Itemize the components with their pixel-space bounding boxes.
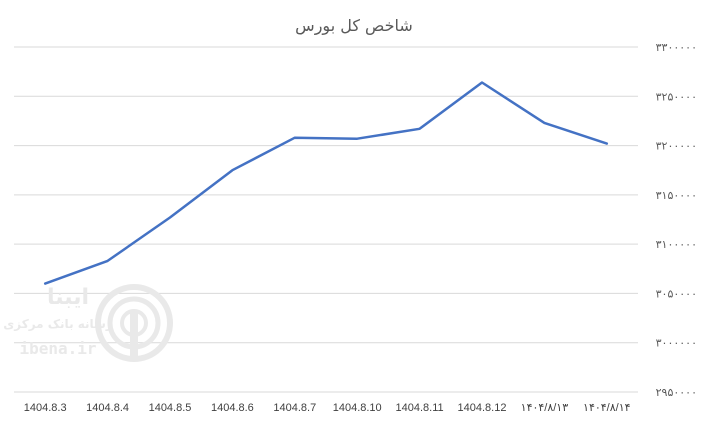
watermark-url-text: ibena.ir xyxy=(19,339,96,358)
y-tick-label: ۳۰۵۰۰۰۰ xyxy=(656,287,697,300)
y-axis-tick-labels: ۳۳۰۰۰۰۰ ۳۲۵۰۰۰۰ ۳۲۰۰۰۰۰ ۳۱۵۰۰۰۰ ۳۱۰۰۰۰۰ ۳۰۵۰۰… xyxy=(656,41,697,399)
data-point xyxy=(106,259,110,263)
x-tick-label: 1404.8.4 xyxy=(86,402,129,414)
y-tick-label: ۲۹۵۰۰۰۰ xyxy=(656,386,697,399)
data-point xyxy=(293,136,297,140)
x-tick-label: ۱۴۰۴/۸/۱۳ xyxy=(521,402,569,414)
watermark-brand-text: ایبنا xyxy=(47,285,89,310)
data-point xyxy=(605,142,609,146)
data-point xyxy=(480,80,484,84)
y-tick-label: ۳۱۰۰۰۰۰ xyxy=(656,238,697,251)
x-tick-label: 1404.8.10 xyxy=(333,402,382,414)
ibena-watermark: ایبنا رسانه بانک مرکزی ibena.ir xyxy=(3,284,173,362)
x-tick-label: 1404.8.7 xyxy=(273,402,316,414)
data-point xyxy=(418,127,422,131)
y-tick-label: ۳۰۰۰۰۰۰ xyxy=(656,337,697,350)
chart-title: شاخص کل بورس xyxy=(295,16,413,36)
x-tick-label: 1404.8.11 xyxy=(396,402,444,414)
x-tick-label: 1404.8.3 xyxy=(24,402,67,414)
x-tick-label: 1404.8.5 xyxy=(149,402,192,414)
data-point xyxy=(230,168,234,172)
y-tick-label: ۳۱۵۰۰۰۰ xyxy=(656,189,697,202)
x-axis-tick-labels: 1404.8.3 1404.8.4 1404.8.5 1404.8.6 1404.8.7… xyxy=(24,402,631,414)
data-point xyxy=(43,282,47,286)
watermark-subtitle-text: رسانه بانک مرکزی xyxy=(3,317,113,331)
y-tick-label: ۳۲۰۰۰۰۰ xyxy=(656,140,697,153)
series-line xyxy=(43,81,609,285)
series xyxy=(43,80,609,286)
data-point xyxy=(168,216,172,220)
watermark-broadcast-logo-icon xyxy=(95,284,173,362)
y-tick-label: ۳۳۰۰۰۰۰ xyxy=(656,41,697,54)
data-point xyxy=(542,121,546,125)
x-tick-label: 1404.8.12 xyxy=(458,402,507,414)
y-tick-label: ۳۲۵۰۰۰۰ xyxy=(656,90,697,103)
data-point xyxy=(355,137,359,141)
x-tick-label: ۱۴۰۴/۸/۱۴ xyxy=(583,402,631,414)
x-tick-label: 1404.8.6 xyxy=(211,402,254,414)
